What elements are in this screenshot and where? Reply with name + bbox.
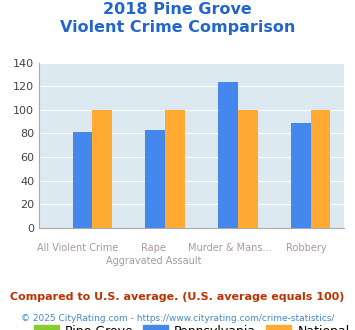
Bar: [218, 82, 238, 228]
Legend: Pine Grove, Pennsylvania, National: Pine Grove, Pennsylvania, National: [29, 320, 355, 330]
Text: Rape: Rape: [141, 243, 166, 252]
Bar: [165, 110, 185, 228]
Bar: [146, 130, 165, 228]
Bar: [311, 110, 331, 228]
Bar: [72, 132, 92, 228]
Text: 2018 Pine Grove: 2018 Pine Grove: [103, 2, 252, 16]
Bar: [238, 110, 258, 228]
Text: © 2025 CityRating.com - https://www.cityrating.com/crime-statistics/: © 2025 CityRating.com - https://www.city…: [21, 314, 334, 323]
Bar: [92, 110, 112, 228]
Text: Compared to U.S. average. (U.S. average equals 100): Compared to U.S. average. (U.S. average …: [10, 292, 345, 302]
Text: Robbery: Robbery: [286, 243, 327, 252]
Text: Murder & Mans...: Murder & Mans...: [188, 243, 272, 252]
Text: All Violent Crime: All Violent Crime: [37, 243, 118, 252]
Bar: [291, 123, 311, 228]
Text: Aggravated Assault: Aggravated Assault: [106, 256, 201, 266]
Text: Violent Crime Comparison: Violent Crime Comparison: [60, 20, 295, 35]
